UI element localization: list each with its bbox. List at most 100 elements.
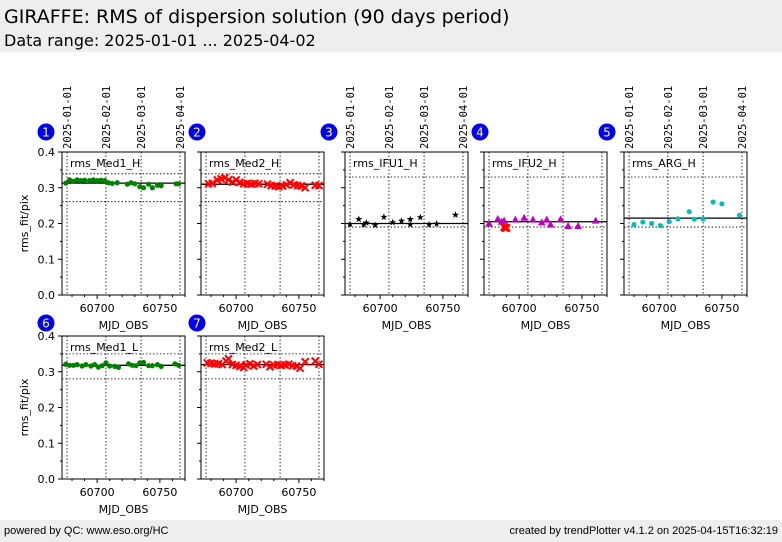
x-tick-label: 60700 [80,302,115,315]
data-point [254,179,263,189]
data-point [451,211,460,218]
data-point [406,220,414,228]
data-point [208,179,217,188]
date-tick-label: 2025-02-01 [663,86,675,149]
data-point [149,363,155,369]
data-point [362,219,370,226]
x-tick-label: 60700 [502,302,537,315]
data-point [425,220,433,228]
date-tick-label: 2025-02-01 [384,86,396,149]
x-tick-label: 60750 [281,302,316,315]
y-tick-label: 0.4 [38,330,56,343]
panel-rms_IFU2_H: 4 rms_IFU2_H 60700 60750 MJD_OBS [471,123,608,332]
data-point [300,357,310,366]
data-point [140,359,147,366]
panel-number-badge [188,314,206,332]
data-point [666,219,672,225]
data-point [137,360,143,366]
date-tick-label: 2025-01-01 [345,86,357,149]
data-point [114,180,120,186]
page-title: GIRAFFE: RMS of dispersion solution (90 … [4,6,510,28]
date-tick-label: 2025-04-01 [175,86,187,149]
footer-bar: powered by QC: www.eso.org/HC created by… [0,520,782,542]
x-axis-label: MJD_OBS [238,503,288,516]
x-tick-label: 60750 [425,302,460,315]
data-point [355,215,363,223]
panel-rms_IFU1_H: 3 2025-01-01 2025-02-01 2025-03-01 2025-04-0… [320,86,470,332]
footer-powered-by: powered by QC: www.eso.org/HC [4,525,169,537]
data-point [109,180,115,187]
y-tick-label: 0.3 [38,366,56,379]
data-point [63,180,69,186]
data-point [74,362,80,368]
x-tick-label: 60700 [219,486,254,499]
data-point [107,363,113,369]
y-tick-label: 0.3 [38,182,56,195]
panel-number-badge [320,123,338,141]
data-point [129,362,135,368]
panel-rms_Med1_H: 1 2025-01-01 2025-02-01 2025-03-01 2025-04-0… [18,86,187,332]
panel-number: 2 [193,126,201,140]
data-point [94,178,100,184]
x-axis-label: MJD_OBS [99,319,149,332]
data-point [295,363,305,373]
date-tick-label: 2025-01-01 [62,86,74,149]
data-point [99,363,105,369]
panel-title: rms_IFU2_H [492,157,557,170]
y-tick-label: 0.0 [38,289,56,302]
data-point [133,363,139,369]
data-point [158,183,164,189]
footer-created-by: created by trendPlotter v4.1.2 on 2025-0… [509,525,778,537]
data-point [494,214,502,222]
x-tick-label: 60700 [363,302,398,315]
y-tick-label: 0.1 [38,437,56,450]
x-axis-label: MJD_OBS [99,503,149,516]
data-point [657,223,663,229]
data-point [98,177,104,183]
x-tick-label: 60750 [142,302,177,315]
plot-area: 1 2025-01-01 2025-02-01 2025-03-01 2025-04-0… [18,86,749,516]
panel-title: rms_Med1_H [70,157,140,170]
panel-rms_Med1_L: 6 rms_Med1_L 0.0 0.1 0.2 0.3 0.4 rms_fit/pix 607… [18,314,186,516]
y-tick-label: 0.2 [38,402,56,415]
data-point [102,178,108,184]
data-point [511,215,520,223]
x-axis-label: MJD_OBS [238,319,288,332]
data-point [719,201,725,207]
data-point [501,223,510,233]
x-axis-label: MJD_OBS [521,319,571,332]
data-point [92,362,98,368]
data-point [686,209,692,215]
data-point [81,177,88,183]
data-point [380,213,388,221]
data-point [158,363,164,369]
data-point [253,360,262,369]
data-point [574,222,582,230]
data-point [640,219,646,225]
data-point [556,215,565,223]
x-tick-label: 60750 [704,302,739,315]
header-bar: GIRAFFE: RMS of dispersion solution (90 … [0,0,782,52]
data-point [103,360,109,366]
panel-number-badge [188,123,206,141]
data-point [146,363,152,369]
date-tick-label: 2025-03-01 [698,86,710,149]
data-point [66,362,73,368]
data-point [314,181,324,190]
data-point [546,220,555,228]
panel-title: rms_Med1_L [70,341,139,354]
panel-number: 6 [42,317,50,331]
data-point [631,221,637,228]
data-point [500,216,508,224]
data-point [300,183,310,192]
date-tick-label: 2025-02-01 [101,86,113,149]
y-tick-label: 0.4 [38,146,56,159]
data-point [360,220,368,228]
data-point [149,185,155,191]
data-point [542,215,551,223]
data-point [132,181,138,187]
y-axis-label: rms_fit/pix [18,378,31,436]
y-tick-label: 0.2 [38,218,56,231]
x-tick-label: 60750 [564,302,599,315]
date-tick-label: 2025-03-01 [419,86,431,149]
